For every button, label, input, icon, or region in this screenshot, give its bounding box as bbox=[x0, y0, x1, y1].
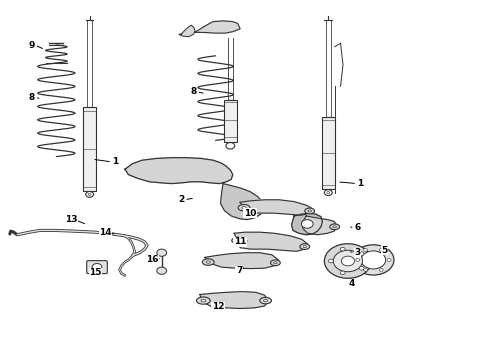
Circle shape bbox=[387, 258, 391, 261]
Text: 9: 9 bbox=[28, 40, 35, 49]
Polygon shape bbox=[179, 25, 195, 37]
Ellipse shape bbox=[196, 297, 210, 304]
Bar bbox=[322, 117, 335, 189]
Text: 4: 4 bbox=[348, 279, 355, 288]
Text: 5: 5 bbox=[382, 246, 388, 255]
Circle shape bbox=[324, 190, 332, 195]
Ellipse shape bbox=[274, 262, 277, 264]
Bar bbox=[224, 100, 237, 142]
Ellipse shape bbox=[300, 244, 310, 249]
Polygon shape bbox=[205, 253, 278, 269]
Circle shape bbox=[88, 193, 91, 195]
Ellipse shape bbox=[238, 204, 250, 211]
Polygon shape bbox=[303, 216, 337, 235]
Circle shape bbox=[301, 220, 313, 228]
Circle shape bbox=[361, 251, 386, 269]
Ellipse shape bbox=[264, 300, 268, 302]
Circle shape bbox=[157, 267, 167, 274]
Ellipse shape bbox=[333, 226, 336, 228]
Text: 1: 1 bbox=[112, 157, 118, 166]
Text: 14: 14 bbox=[99, 228, 112, 237]
Ellipse shape bbox=[202, 259, 214, 265]
Circle shape bbox=[356, 258, 360, 261]
Polygon shape bbox=[200, 292, 269, 309]
Text: 7: 7 bbox=[236, 266, 243, 275]
Ellipse shape bbox=[201, 300, 206, 302]
Text: 11: 11 bbox=[234, 238, 246, 246]
Circle shape bbox=[226, 143, 235, 149]
Polygon shape bbox=[220, 184, 264, 220]
Circle shape bbox=[324, 244, 371, 278]
Polygon shape bbox=[292, 213, 322, 235]
Text: 15: 15 bbox=[89, 269, 102, 277]
Circle shape bbox=[379, 269, 383, 271]
Circle shape bbox=[364, 248, 368, 251]
Circle shape bbox=[327, 192, 330, 194]
Circle shape bbox=[333, 250, 363, 272]
Ellipse shape bbox=[305, 208, 315, 214]
FancyBboxPatch shape bbox=[87, 261, 107, 274]
Text: 12: 12 bbox=[212, 302, 224, 311]
Circle shape bbox=[364, 269, 368, 271]
Ellipse shape bbox=[242, 207, 246, 209]
Circle shape bbox=[86, 192, 94, 197]
Circle shape bbox=[379, 248, 383, 251]
Ellipse shape bbox=[206, 261, 210, 263]
Text: 16: 16 bbox=[146, 256, 158, 264]
Polygon shape bbox=[125, 158, 233, 184]
Text: 13: 13 bbox=[65, 215, 77, 224]
Polygon shape bbox=[195, 21, 240, 33]
Circle shape bbox=[340, 247, 345, 251]
Ellipse shape bbox=[232, 237, 244, 244]
Text: 3: 3 bbox=[355, 248, 361, 257]
Ellipse shape bbox=[260, 297, 271, 304]
Circle shape bbox=[359, 252, 364, 256]
Text: 1: 1 bbox=[357, 179, 363, 188]
Polygon shape bbox=[240, 200, 313, 215]
Ellipse shape bbox=[330, 224, 340, 230]
Text: 2: 2 bbox=[178, 195, 184, 204]
Circle shape bbox=[157, 249, 167, 256]
Bar bbox=[83, 107, 96, 191]
Circle shape bbox=[359, 266, 364, 270]
Text: 6: 6 bbox=[355, 223, 361, 232]
Text: 8: 8 bbox=[191, 87, 196, 96]
Polygon shape bbox=[234, 232, 308, 251]
Text: 10: 10 bbox=[244, 209, 256, 217]
Circle shape bbox=[340, 271, 345, 275]
Ellipse shape bbox=[308, 210, 312, 212]
Circle shape bbox=[92, 264, 102, 271]
Circle shape bbox=[328, 259, 333, 263]
Ellipse shape bbox=[270, 260, 280, 266]
Circle shape bbox=[353, 245, 394, 275]
Ellipse shape bbox=[303, 246, 307, 248]
Circle shape bbox=[342, 256, 354, 266]
Text: 8: 8 bbox=[29, 93, 35, 102]
Ellipse shape bbox=[236, 239, 240, 242]
